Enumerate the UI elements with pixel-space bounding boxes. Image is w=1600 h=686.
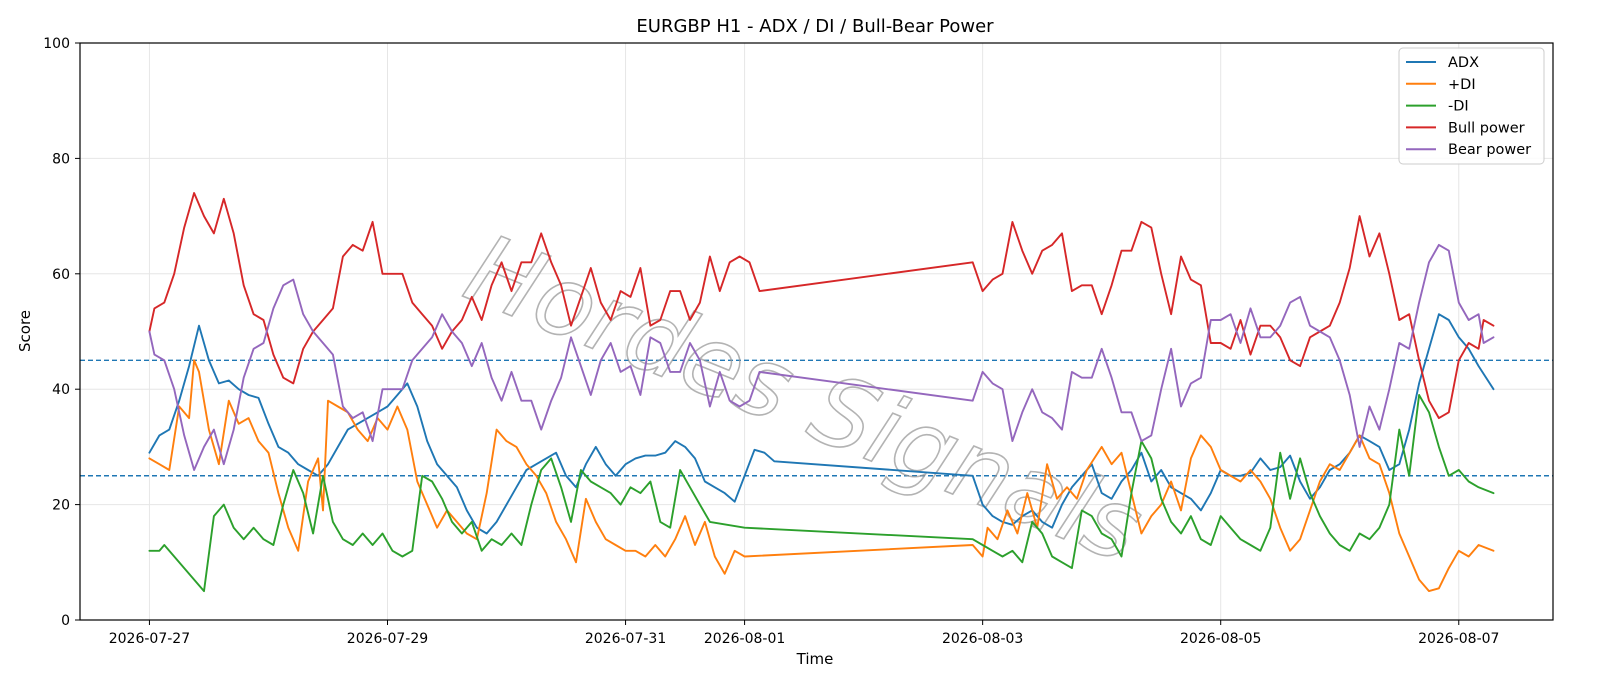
series-line-bull-power: [148, 192, 1495, 420]
series-line-minus-di: [148, 394, 1495, 593]
legend-label-plus-di: +DI: [1448, 77, 1476, 93]
x-tick-label: 2026-08-05: [1180, 631, 1261, 647]
legend-label-bull-power: Bull power: [1448, 120, 1525, 136]
series-line-plus-di: [148, 359, 1495, 593]
y-tick-label: 40: [52, 382, 70, 398]
reference-lines: [80, 359, 1553, 477]
plot-frame: [79, 42, 1554, 621]
x-tick-label: 2026-08-01: [704, 631, 785, 647]
legend-label-adx: ADX: [1448, 55, 1479, 71]
y-tick-label: 80: [52, 151, 70, 167]
x-tick-label: 2026-07-27: [109, 631, 190, 647]
series-lines: [148, 192, 1495, 593]
chart-title: EURGBP H1 - ADX / DI / Bull-Bear Power: [636, 16, 994, 37]
x-tick-label: 2026-08-03: [942, 631, 1023, 647]
legend-label-bear-power: Bear power: [1448, 142, 1531, 158]
x-tick-label: 2026-07-31: [585, 631, 666, 647]
y-tick-label: 100: [43, 36, 70, 52]
y-tick-label: 0: [61, 613, 70, 629]
y-axis-label: Score: [16, 310, 34, 352]
legend-box: [1398, 47, 1545, 165]
y-tick-label: 20: [52, 498, 70, 514]
legend: ADX +DI -DI Bull power Bear power: [1398, 47, 1545, 165]
axis-ticks: 0 20 40 60 80 100 2026-07-27 2026-07-29 2026-07-…: [43, 36, 1499, 647]
x-tick-label: 2026-07-29: [347, 631, 428, 647]
x-axis-label: Time: [796, 650, 834, 668]
grid: [80, 42, 1553, 621]
series-line-bear-power: [148, 243, 1495, 471]
y-tick-label: 60: [52, 267, 70, 283]
legend-label-minus-di: -DI: [1448, 99, 1469, 115]
x-tick-label: 2026-08-07: [1418, 631, 1499, 647]
